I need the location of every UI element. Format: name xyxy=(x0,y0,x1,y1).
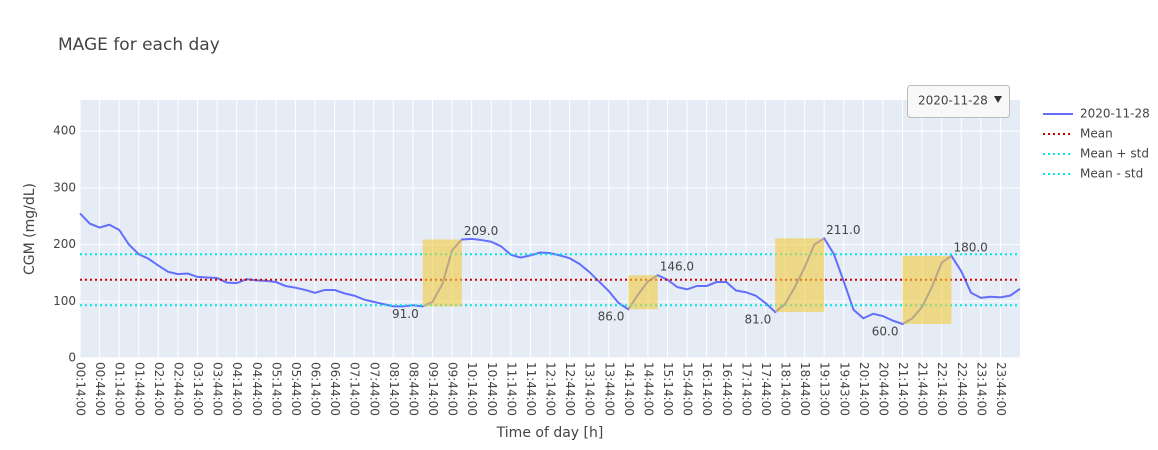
x-tick-label: 03:14:00 xyxy=(191,362,205,416)
legend-label: Mean xyxy=(1080,127,1113,141)
extremum-label: 146.0 xyxy=(660,260,694,274)
legend-label: Mean + std xyxy=(1080,147,1149,161)
dropdown-label[interactable]: 2020-11-28 xyxy=(918,94,988,108)
dropdown-box[interactable] xyxy=(907,85,1010,118)
y-tick-label: 200 xyxy=(53,237,76,251)
x-tick-label: 20:14:00 xyxy=(857,362,871,416)
x-tick-label: 17:14:00 xyxy=(739,362,753,416)
x-tick-label: 13:44:00 xyxy=(602,362,616,416)
x-tick-label: 21:44:00 xyxy=(916,362,930,416)
y-tick-label: 0 xyxy=(68,351,76,365)
legend-label: 2020-11-28 xyxy=(1080,107,1150,121)
x-tick-label: 19:43:00 xyxy=(837,362,851,416)
x-tick-label: 16:44:00 xyxy=(720,362,734,416)
x-tick-label: 07:14:00 xyxy=(348,362,362,416)
y-axis-title: CGM (mg/dL) xyxy=(22,183,38,275)
x-tick-label: 11:44:00 xyxy=(524,362,538,416)
dropdown[interactable]: 2020-11-28 xyxy=(907,85,1010,118)
x-tick-label: 00:14:00 xyxy=(74,362,88,416)
x-tick-label: 09:14:00 xyxy=(426,362,440,416)
x-tick-label: 22:14:00 xyxy=(935,362,949,416)
extremum-label: 209.0 xyxy=(464,224,498,238)
x-tick-label: 13:14:00 xyxy=(583,362,597,416)
x-tick-label: 23:44:00 xyxy=(994,362,1008,416)
x-tick-label: 15:44:00 xyxy=(681,362,695,416)
legend-label: Mean - std xyxy=(1080,167,1143,181)
x-tick-label: 01:44:00 xyxy=(132,362,146,416)
x-tick-label: 18:14:00 xyxy=(779,362,793,416)
x-tick-label: 14:44:00 xyxy=(641,362,655,416)
y-tick-label: 400 xyxy=(53,124,76,138)
extremum-label: 86.0 xyxy=(598,310,625,324)
x-axis-title: Time of day [h] xyxy=(496,425,604,441)
x-tick-label: 05:14:00 xyxy=(269,362,283,416)
x-tick-label: 17:44:00 xyxy=(759,362,773,416)
x-tick-label: 18:44:00 xyxy=(798,362,812,416)
extremum-label: 60.0 xyxy=(872,324,899,338)
x-tick-label: 06:44:00 xyxy=(328,362,342,416)
x-tick-label: 10:44:00 xyxy=(485,362,499,416)
dropdown-arrow[interactable] xyxy=(994,96,1002,103)
x-tick-label: 14:14:00 xyxy=(622,362,636,416)
x-tick-label: 10:14:00 xyxy=(465,362,479,416)
x-tick-label: 05:44:00 xyxy=(289,362,303,416)
x-tick-label: 11:14:00 xyxy=(504,362,518,416)
x-tick-label: 20:44:00 xyxy=(876,362,890,416)
excursion-rect xyxy=(902,255,952,324)
x-tick-label: 15:14:00 xyxy=(661,362,675,416)
x-tick-label: 02:44:00 xyxy=(171,362,185,416)
x-tick-label: 12:14:00 xyxy=(544,362,558,416)
x-tick-label: 00:44:00 xyxy=(93,362,107,416)
x-tick-label: 12:44:00 xyxy=(563,362,577,416)
extremum-label: 180.0 xyxy=(953,240,987,254)
y-tick-label: 300 xyxy=(53,180,76,194)
x-tick-label: 16:14:00 xyxy=(700,362,714,416)
excursion-rect xyxy=(422,239,462,307)
y-tick-label: 100 xyxy=(53,294,76,308)
data-line xyxy=(79,212,1021,326)
extremum-label: 81.0 xyxy=(744,313,771,327)
excursion-rect xyxy=(628,275,658,310)
x-tick-label: 03:44:00 xyxy=(211,362,225,416)
chart-title: MAGE for each day xyxy=(58,35,220,55)
excursion-rect xyxy=(775,238,825,313)
x-tick-label: 02:14:00 xyxy=(152,362,166,416)
x-tick-label: 08:44:00 xyxy=(406,362,420,416)
x-tick-label: 01:14:00 xyxy=(113,362,127,416)
extremum-label: 91.0 xyxy=(392,307,419,321)
x-tick-label: 23:14:00 xyxy=(974,362,988,416)
x-tick-label: 21:14:00 xyxy=(896,362,910,416)
x-tick-label: 04:44:00 xyxy=(250,362,264,416)
extremum-label: 211.0 xyxy=(826,223,860,237)
x-tick-label: 08:14:00 xyxy=(387,362,401,416)
x-tick-label: 22:44:00 xyxy=(955,362,969,416)
x-tick-label: 04:14:00 xyxy=(230,362,244,416)
x-tick-label: 19:13:00 xyxy=(818,362,832,416)
x-tick-label: 09:44:00 xyxy=(446,362,460,416)
x-tick-label: 07:44:00 xyxy=(367,362,381,416)
x-tick-label: 06:14:00 xyxy=(309,362,323,416)
